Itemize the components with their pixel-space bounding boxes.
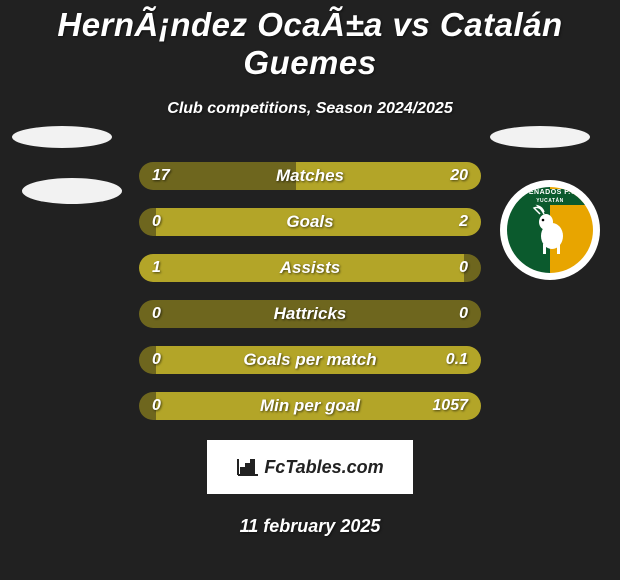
stat-bar xyxy=(139,208,481,236)
footer-attribution: FcTables.com xyxy=(207,440,413,494)
stat-bar-right xyxy=(464,254,481,282)
stat-bar-left xyxy=(139,254,464,282)
stat-bar-left xyxy=(139,208,156,236)
decorative-ellipse xyxy=(12,126,112,148)
stat-row: Hattricks00 xyxy=(0,300,620,328)
stat-bar xyxy=(139,254,481,282)
stat-bar-left xyxy=(139,346,156,374)
stat-bar-right xyxy=(156,208,481,236)
chart-icon xyxy=(236,457,260,477)
stat-bar xyxy=(139,300,481,328)
crest-banner-text: VENADOS F.C xyxy=(507,189,593,197)
stat-bar-right xyxy=(296,162,481,190)
deer-icon xyxy=(528,204,572,256)
team-crest-right: VENADOS F.C YUCATÁN xyxy=(500,180,600,280)
stat-bar-left xyxy=(139,392,156,420)
stat-bar-right xyxy=(156,346,481,374)
stat-bar-left xyxy=(139,162,296,190)
page-subtitle: Club competitions, Season 2024/2025 xyxy=(0,100,620,118)
stat-bar xyxy=(139,392,481,420)
stat-bar-right xyxy=(310,300,481,328)
page-date: 11 february 2025 xyxy=(0,516,620,537)
stat-bar xyxy=(139,162,481,190)
stat-bar-right xyxy=(156,392,481,420)
stat-bar xyxy=(139,346,481,374)
stat-row: Goals per match00.1 xyxy=(0,346,620,374)
decorative-ellipse xyxy=(490,126,590,148)
decorative-ellipse xyxy=(22,178,122,204)
page-title: HernÃ¡ndez OcaÃ±a vs Catalán Guemes xyxy=(0,0,620,82)
stat-row: Min per goal01057 xyxy=(0,392,620,420)
footer-text: FcTables.com xyxy=(264,457,383,478)
stat-bar-left xyxy=(139,300,310,328)
